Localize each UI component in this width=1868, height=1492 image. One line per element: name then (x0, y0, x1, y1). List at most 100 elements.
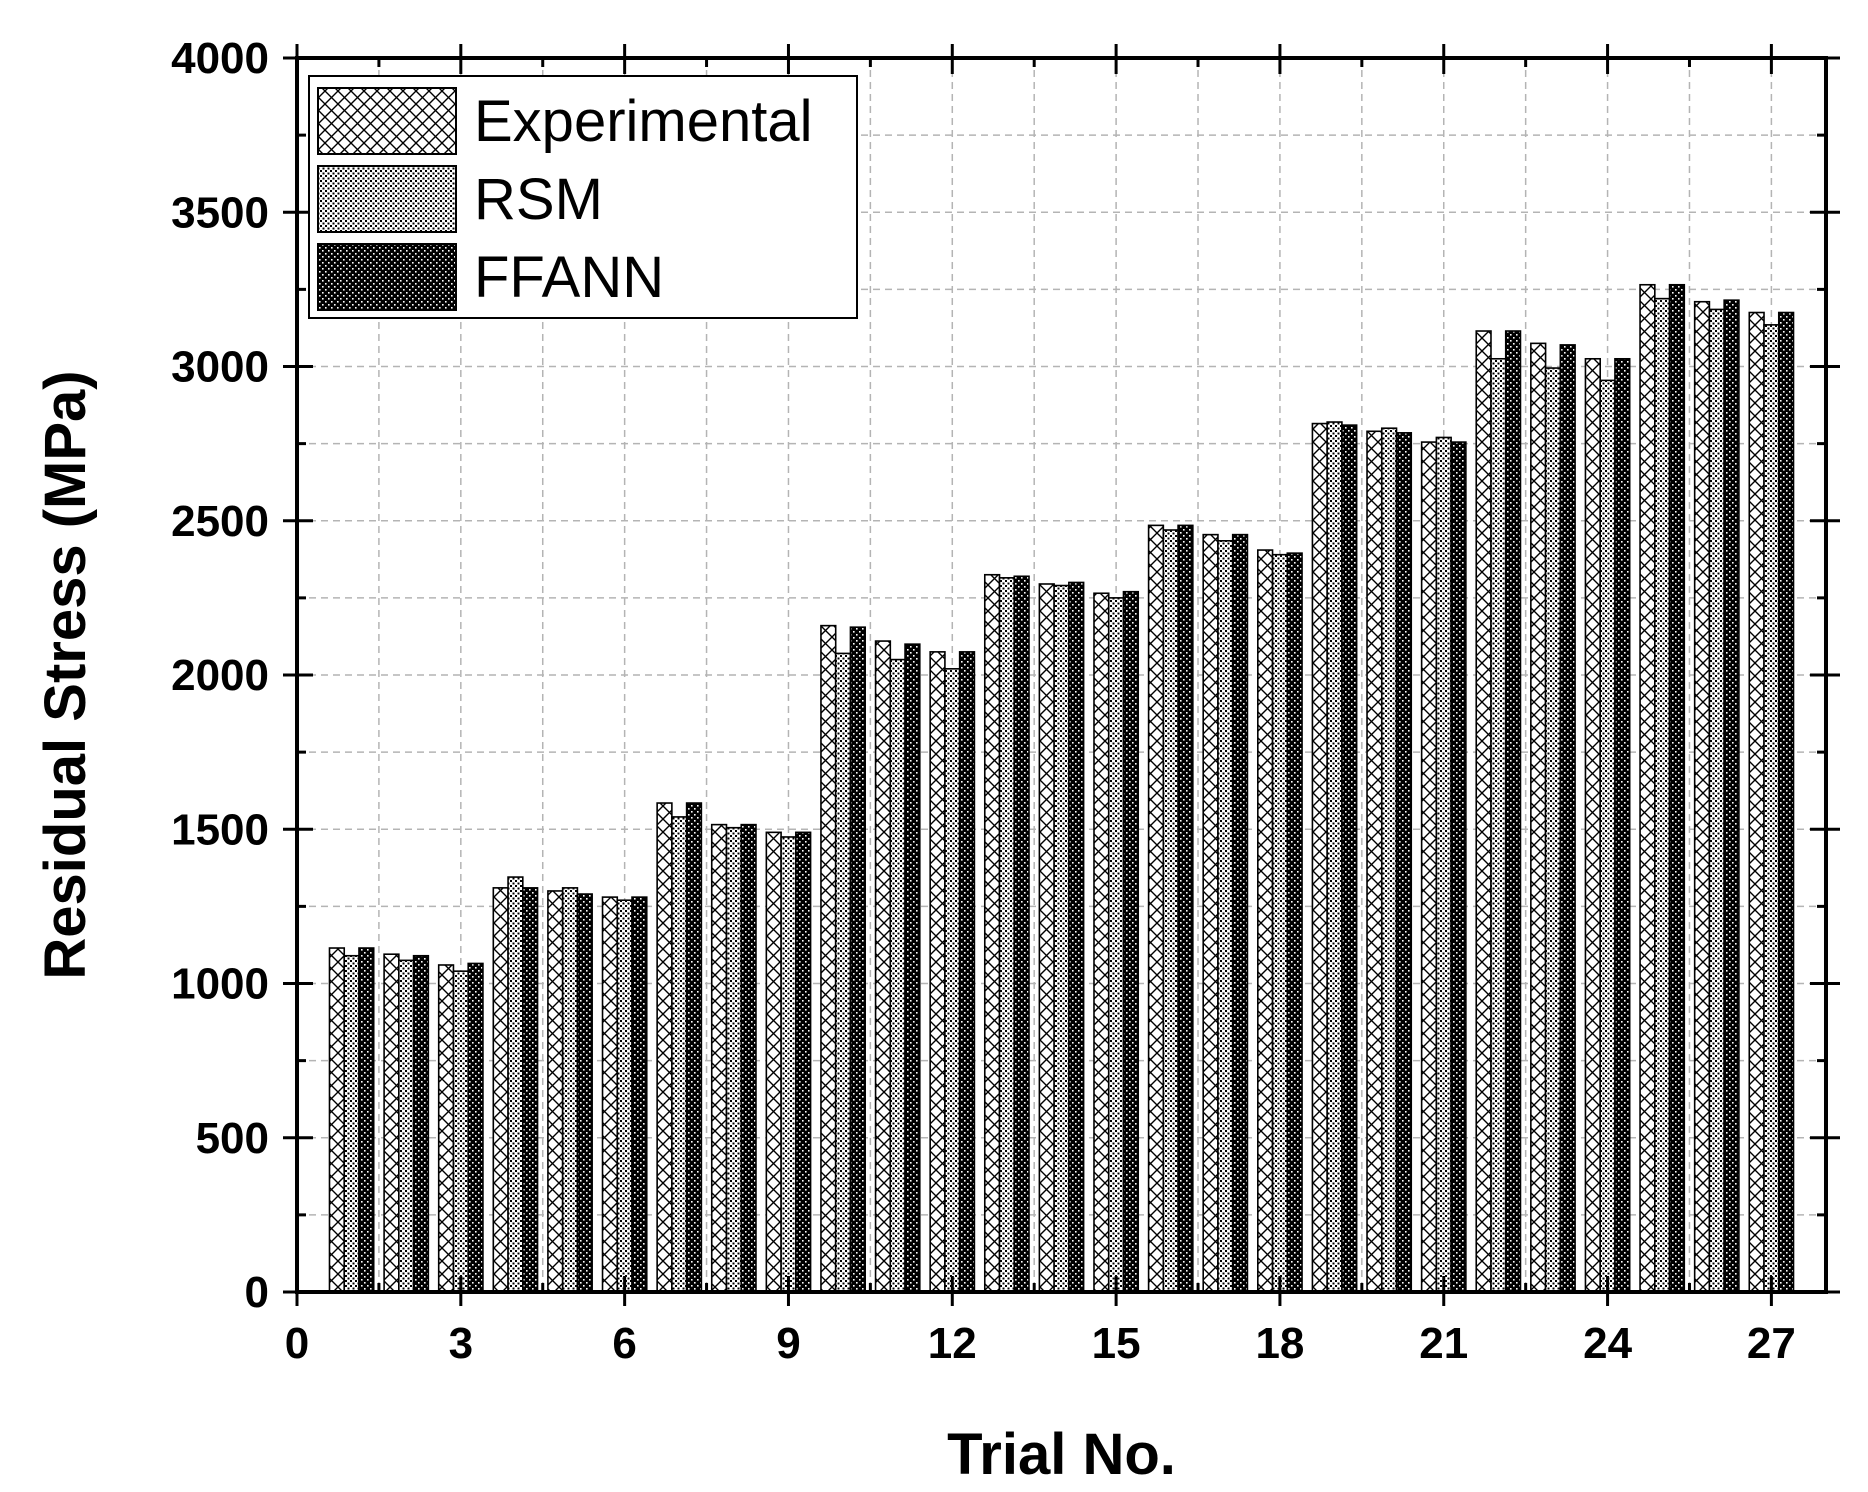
legend-label-rsm: RSM (474, 167, 603, 232)
bar-experimental-trial-27 (1748, 311, 1765, 1293)
bar-rsm-trial-25 (1654, 297, 1671, 1293)
bar-rsm-trial-12 (944, 668, 961, 1293)
bar-experimental-trial-7 (656, 802, 673, 1293)
bar-ffann-trial-6 (631, 896, 648, 1293)
bar-experimental-trial-16 (1147, 524, 1165, 1293)
bar-ffann-trial-15 (1122, 590, 1140, 1293)
bar-experimental-trial-6 (601, 896, 619, 1293)
bar-rsm-trial-4 (507, 876, 524, 1293)
bar-ffann-trial-16 (1177, 524, 1194, 1293)
bar-experimental-trial-22 (1475, 330, 1492, 1293)
bar-rsm-trial-15 (1107, 597, 1125, 1293)
bar-experimental-trial-21 (1420, 441, 1438, 1293)
bar-ffann-trial-3 (467, 962, 484, 1293)
bar-experimental-trial-18 (1257, 549, 1274, 1293)
bar-rsm-trial-1 (343, 954, 360, 1293)
bar-experimental-trial-1 (328, 947, 346, 1293)
y-tick-label: 4000 (171, 34, 269, 83)
axis-ticks (283, 44, 1840, 1306)
bars (328, 283, 1795, 1293)
bar-ffann-trial-12 (958, 651, 976, 1293)
bar-ffann-trial-25 (1668, 283, 1686, 1293)
bar-experimental-trial-20 (1366, 430, 1383, 1293)
bar-experimental-trial-15 (1093, 592, 1110, 1293)
bar-rsm-trial-20 (1380, 427, 1398, 1293)
bar-ffann-trial-5 (576, 893, 593, 1293)
bar-ffann-trial-19 (1341, 424, 1358, 1293)
bar-rsm-trial-13 (998, 577, 1016, 1293)
bar-ffann-trial-14 (1068, 581, 1085, 1293)
bar-experimental-trial-19 (1311, 422, 1328, 1293)
x-tick-label: 0 (285, 1319, 309, 1368)
y-tick-label: 2500 (171, 497, 269, 546)
y-tick-labels: 0 500 1000 1500 2000 2500 3000 3500 4000 (171, 34, 269, 1317)
bar-experimental-trial-24 (1584, 357, 1601, 1293)
bar-rsm-trial-8 (725, 826, 743, 1293)
bar-experimental-trial-5 (547, 890, 564, 1293)
bar-ffann-trial-8 (740, 823, 757, 1293)
bar-rsm-trial-26 (1708, 308, 1725, 1293)
legend-label-experimental: Experimental (474, 89, 812, 154)
x-tick-label: 27 (1747, 1319, 1796, 1368)
bar-experimental-trial-17 (1202, 533, 1219, 1293)
legend: Experimental RSM FFANN (308, 75, 858, 319)
y-axis-title: Residual Stress (MPa) (33, 370, 98, 979)
y-tick-label: 1500 (171, 805, 269, 854)
bar-ffann-trial-2 (412, 954, 430, 1293)
bar-experimental-trial-14 (1038, 583, 1055, 1293)
bar-experimental-trial-4 (492, 887, 509, 1293)
bar-rsm-trial-23 (1544, 367, 1562, 1293)
bar-experimental-trial-3 (437, 964, 455, 1293)
y-tick-label: 0 (245, 1268, 269, 1317)
bar-experimental-trial-25 (1639, 283, 1656, 1293)
bar-rsm-trial-5 (561, 887, 579, 1293)
bar-ffann-trial-9 (795, 831, 812, 1293)
bar-ffann-trial-1 (358, 947, 375, 1293)
x-axis-title: Trial No. (947, 1422, 1176, 1487)
bar-experimental-trial-11 (874, 640, 892, 1293)
bar-rsm-trial-24 (1599, 379, 1616, 1293)
bar-rsm-trial-27 (1763, 324, 1780, 1293)
bar-ffann-trial-27 (1777, 311, 1795, 1293)
bar-ffann-trial-22 (1504, 330, 1522, 1293)
bar-ffann-trial-4 (522, 887, 539, 1293)
bar-experimental-trial-26 (1693, 300, 1711, 1293)
bar-experimental-trial-2 (383, 953, 400, 1293)
bar-rsm-trial-3 (452, 970, 469, 1293)
bar-rsm-trial-14 (1053, 584, 1070, 1293)
bar-rsm-trial-17 (1217, 540, 1234, 1293)
bar-experimental-trial-12 (929, 651, 946, 1293)
bar-experimental-trial-13 (983, 573, 1001, 1293)
x-tick-labels: 0 3 6 9 12 15 18 21 24 27 (285, 1319, 1796, 1368)
bar-ffann-trial-24 (1614, 357, 1631, 1293)
bar-rsm-trial-11 (889, 658, 906, 1293)
legend-swatch-rsm (317, 165, 457, 233)
legend-label-ffann: FFANN (474, 245, 664, 310)
bar-ffann-trial-11 (904, 643, 921, 1293)
bar-rsm-trial-18 (1271, 553, 1289, 1293)
x-tick-label: 18 (1255, 1319, 1304, 1368)
bar-ffann-trial-21 (1450, 441, 1467, 1293)
x-tick-label: 6 (612, 1319, 636, 1368)
bar-rsm-trial-2 (398, 959, 415, 1293)
bar-experimental-trial-10 (820, 624, 837, 1293)
bar-rsm-trial-10 (834, 652, 852, 1293)
bar-experimental-trial-23 (1530, 342, 1547, 1293)
x-tick-label: 21 (1419, 1319, 1468, 1368)
bar-rsm-trial-21 (1435, 436, 1452, 1293)
x-tick-label: 12 (928, 1319, 977, 1368)
legend-swatch-experimental (317, 87, 457, 155)
y-tick-label: 1000 (171, 960, 269, 1009)
bar-rsm-trial-6 (616, 899, 633, 1293)
bar-rsm-trial-9 (780, 836, 797, 1293)
bar-rsm-trial-19 (1326, 421, 1343, 1293)
bar-ffann-trial-18 (1286, 552, 1303, 1293)
bar-ffann-trial-13 (1013, 575, 1030, 1293)
bar-ffann-trial-10 (849, 626, 866, 1293)
y-tick-label: 2000 (171, 651, 269, 700)
bar-experimental-trial-8 (710, 823, 728, 1293)
bar-experimental-trial-9 (765, 831, 782, 1293)
bar-ffann-trial-17 (1231, 533, 1249, 1293)
y-tick-label: 3500 (171, 188, 269, 237)
